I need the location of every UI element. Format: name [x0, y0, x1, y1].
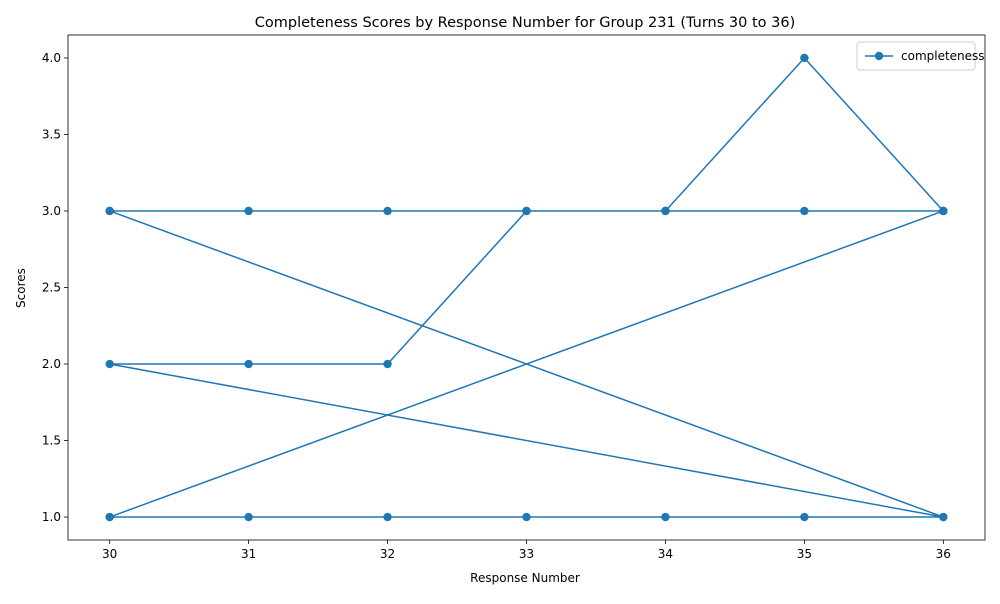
y-tick-label: 1.5	[42, 434, 61, 448]
x-tick-label: 32	[380, 547, 395, 561]
data-point	[939, 512, 948, 522]
y-tick-label: 3.0	[42, 204, 61, 218]
y-axis-label: Scores	[14, 268, 28, 308]
data-point	[661, 206, 670, 216]
legend-label: completeness	[901, 49, 985, 63]
data-point	[383, 206, 392, 216]
plot-area: 30 31 32 33 34 35 36 1.0 1.5 2.0 2.5 3.0 3.5 4.0	[42, 34, 986, 561]
legend-box	[856, 41, 976, 71]
data-point	[383, 512, 392, 522]
data-point	[522, 512, 531, 522]
x-tick-label: 30	[102, 547, 117, 561]
y-tick-label: 4.0	[42, 51, 61, 65]
y-tick-label: 1.0	[42, 510, 61, 524]
data-point	[800, 53, 809, 63]
data-point	[939, 206, 948, 216]
legend-marker	[874, 51, 884, 61]
x-tick-label: 31	[241, 547, 256, 561]
data-point	[244, 206, 253, 216]
data-point	[661, 512, 670, 522]
data-point	[800, 512, 809, 522]
x-tick-label: 34	[658, 547, 673, 561]
data-point	[800, 206, 809, 216]
data-point	[383, 359, 392, 369]
legend: completeness	[856, 41, 985, 71]
x-axis-label: Response Number	[470, 571, 580, 585]
x-tick-label: 33	[519, 547, 534, 561]
data-point	[244, 512, 253, 522]
y-tick-label: 2.5	[42, 281, 61, 295]
data-point	[105, 512, 114, 522]
data-point	[105, 206, 114, 216]
chart-title: Completeness Scores by Response Number f…	[255, 15, 795, 31]
data-point	[244, 359, 253, 369]
data-point	[522, 206, 531, 216]
y-tick-label: 2.0	[42, 357, 61, 371]
x-tick-label: 35	[797, 547, 812, 561]
y-tick-label: 3.5	[42, 127, 61, 141]
x-tick-label: 36	[936, 547, 951, 561]
data-point	[105, 359, 114, 369]
